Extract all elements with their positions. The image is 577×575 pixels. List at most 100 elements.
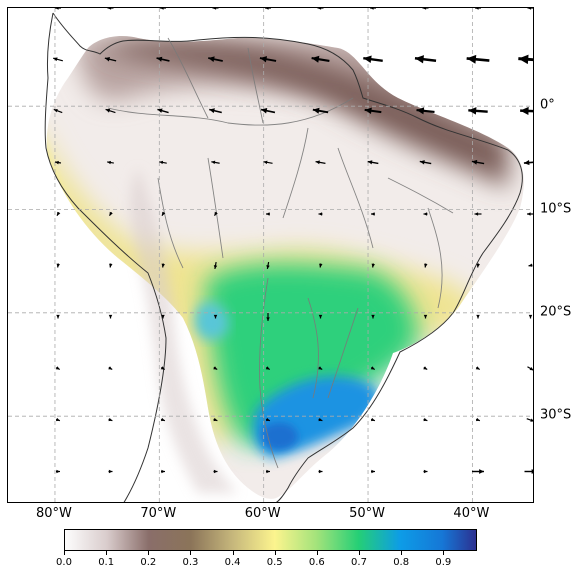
wind-arrow <box>318 469 323 474</box>
wind-arrow <box>213 211 218 217</box>
colorbar-tick-label: 0.2 <box>140 557 157 568</box>
lon-label: 50°W <box>349 506 385 521</box>
wind-arrow <box>213 261 218 270</box>
wind-arrow <box>370 8 376 10</box>
wind-arrow <box>367 160 379 165</box>
colorbar <box>64 529 477 551</box>
wind-arrow <box>371 263 375 268</box>
wind-arrow <box>265 8 271 10</box>
wind-arrow <box>56 263 60 268</box>
colorbar-tick <box>401 551 403 555</box>
wind-arrow <box>161 469 165 474</box>
wind-arrow <box>523 160 533 166</box>
lat-label: 30°S <box>540 407 572 423</box>
wind-arrow <box>318 366 323 371</box>
wind-arrow <box>423 366 428 371</box>
wind-arrow <box>528 263 533 267</box>
wind-arrow <box>55 366 61 371</box>
wind-arrow <box>422 8 429 10</box>
lat-label: 0° <box>540 97 555 113</box>
colorbar-tick-label: 0.3 <box>182 557 199 568</box>
map-panel <box>7 7 534 503</box>
wind-arrow <box>213 314 218 319</box>
colorbar-tick <box>443 551 445 555</box>
wind-arrow <box>55 8 61 10</box>
wind-arrow <box>53 57 63 62</box>
wind-arrow <box>312 107 329 114</box>
wind-arrow <box>370 417 376 422</box>
lat-label: 20°S <box>540 304 572 320</box>
wind-arrow <box>54 160 62 165</box>
wind-arrow <box>317 8 324 10</box>
colorbar-tick <box>359 551 360 555</box>
wind-arrow <box>105 108 116 114</box>
wind-arrow <box>56 211 61 217</box>
wind-arrow <box>363 55 383 64</box>
wind-arrow <box>423 314 428 319</box>
wind-arrow <box>56 469 60 474</box>
wind-arrow <box>213 366 218 371</box>
wind-arrow <box>266 469 270 474</box>
colorbar-tick <box>274 551 276 555</box>
wind-arrow <box>108 417 113 422</box>
wind-arrow <box>364 107 382 115</box>
wind-arrow <box>108 469 113 474</box>
wind-arrow <box>466 54 490 64</box>
wind-arrow <box>475 8 481 10</box>
wind-arrow <box>419 160 432 165</box>
wind-arrow <box>528 314 533 319</box>
wind-arrow <box>527 212 533 216</box>
coastline <box>52 12 523 502</box>
wind-arrow <box>260 108 276 114</box>
wind-arrow <box>56 314 60 319</box>
wind-arrow <box>476 314 480 319</box>
wind-arrow <box>524 469 533 474</box>
wind-arrow <box>371 314 375 319</box>
colorbar-tick-label: 0.4 <box>224 557 241 568</box>
wind-arrow <box>474 212 482 216</box>
wind-arrow <box>315 160 326 165</box>
wind-arrow <box>213 417 218 422</box>
wind-arrow <box>266 212 270 216</box>
wind-arrow <box>160 8 166 10</box>
colorbar-tick <box>148 551 150 555</box>
wind-arrow <box>526 418 533 422</box>
wind-arrow <box>211 160 220 165</box>
colorbar-tick-label: 0.6 <box>308 557 325 568</box>
wind-arrow <box>109 263 113 268</box>
wind-arrow <box>416 107 435 115</box>
colorbar-tick-label: 0.8 <box>393 557 410 568</box>
wind-arrow <box>527 8 533 10</box>
wind-arrow <box>370 366 376 371</box>
colorbar-tick <box>190 551 192 555</box>
colorbar-tick-label: 0.9 <box>435 557 452 568</box>
wind-arrow <box>527 366 533 371</box>
colorbar-tick-label: 0.0 <box>56 557 72 568</box>
wind-vectors <box>53 8 533 474</box>
west-coastline <box>44 12 167 502</box>
wind-arrow <box>311 55 330 63</box>
wind-arrow <box>471 159 485 165</box>
wind-arrow <box>263 160 273 165</box>
wind-arrow <box>212 8 219 10</box>
colorbar-tick <box>64 551 65 555</box>
wind-arrow <box>208 56 223 63</box>
lon-label: 70°W <box>140 506 177 521</box>
wind-arrow <box>265 366 271 371</box>
wind-arrow <box>475 366 481 371</box>
lon-label: 80°W <box>36 506 72 521</box>
wind-arrow <box>55 417 61 422</box>
wind-arrow <box>518 54 533 65</box>
wind-arrow <box>371 469 375 474</box>
colorbar-tick-label: 0.7 <box>351 557 367 568</box>
wind-arrow <box>160 417 166 422</box>
wind-arrow <box>423 417 428 422</box>
wind-arrow <box>475 417 481 422</box>
colorbar-tick <box>316 551 318 555</box>
wind-arrow <box>209 108 222 114</box>
wind-arrow <box>156 56 170 62</box>
wind-arrow <box>318 417 323 422</box>
wind-arrow <box>468 107 488 115</box>
lat-label: 10°S <box>540 201 572 216</box>
wind-arrow <box>107 8 114 10</box>
